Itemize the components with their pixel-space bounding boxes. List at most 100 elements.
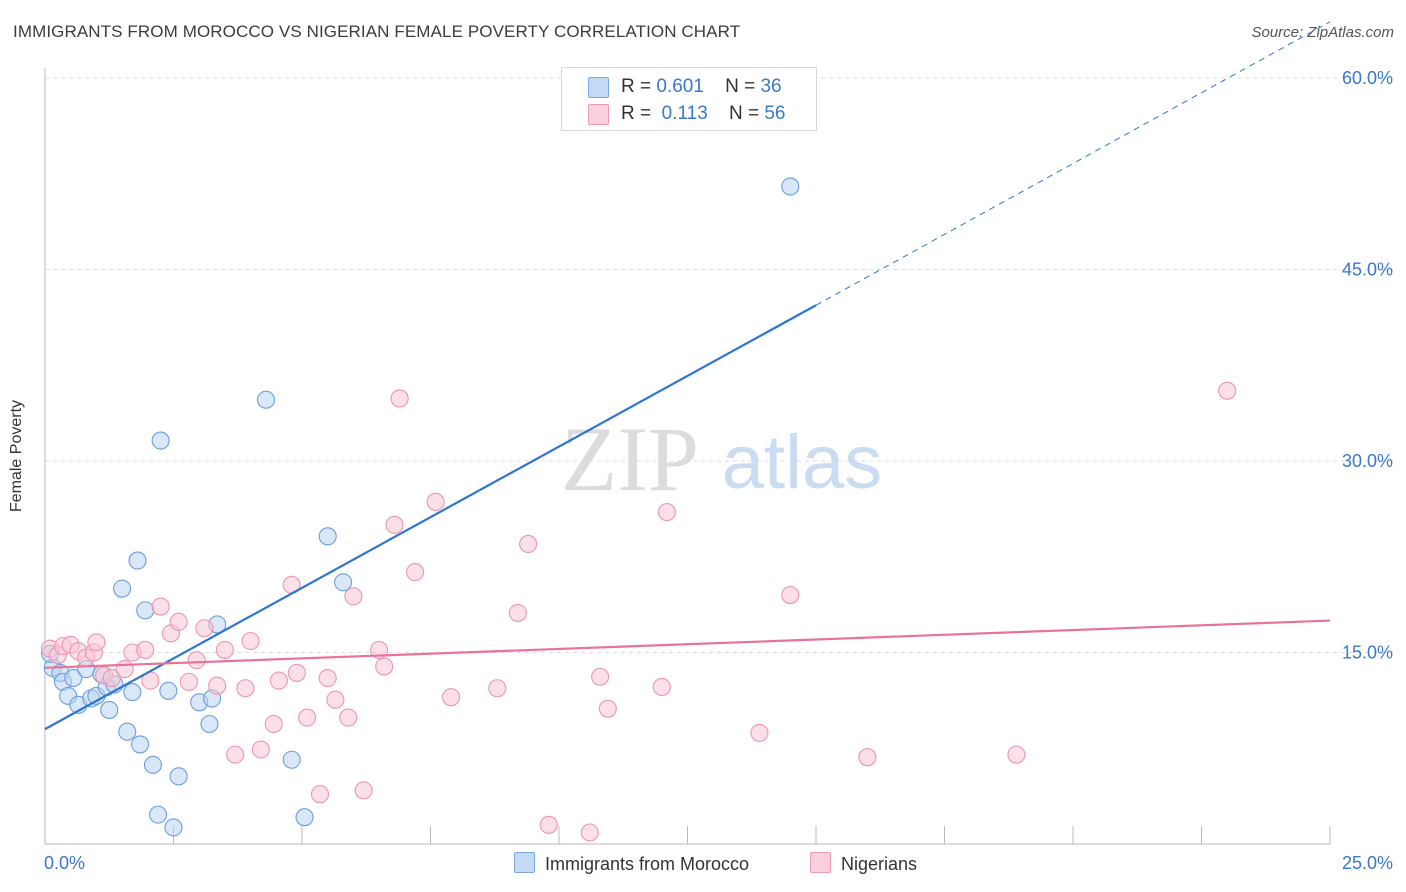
nigerian-point	[657, 503, 676, 522]
y-tick-label: 45.0%	[1342, 260, 1393, 280]
watermark: ZIP atlas	[561, 408, 882, 510]
morocco-point	[781, 177, 800, 196]
legend-r-value: 0.113	[661, 103, 708, 124]
x-tick-label-max: 25.0%	[1342, 853, 1393, 873]
nigerian-point	[215, 640, 234, 659]
morocco-point	[149, 805, 168, 824]
axes	[44, 68, 1331, 845]
grid-lines	[45, 77, 1395, 653]
nigerian-point	[406, 563, 425, 582]
nigerian-point	[1218, 381, 1237, 400]
nigerian-point	[858, 748, 877, 767]
nigerian-point	[87, 633, 106, 652]
nigerian-point	[339, 708, 358, 727]
nigerian-point	[598, 699, 617, 718]
nigerian-point	[354, 781, 373, 800]
watermark-atlas: atlas	[722, 420, 883, 505]
nigerian-point	[264, 714, 283, 734]
nigerian-point	[370, 640, 389, 659]
nigerian-point	[750, 723, 769, 742]
nigerian-point	[539, 815, 558, 834]
morocco-point	[169, 767, 188, 786]
morocco-point	[295, 808, 314, 827]
legend-n-label: N =	[725, 76, 756, 97]
nigerian-point	[236, 679, 255, 698]
nigerian-point	[195, 619, 214, 638]
nigerian-point	[151, 597, 170, 616]
nigerian-point	[344, 587, 363, 606]
morocco-point	[164, 818, 183, 837]
morocco-trend-extension	[815, 21, 1331, 306]
morocco-point	[159, 681, 178, 700]
nigerian-point	[169, 612, 188, 631]
trend-lines	[44, 21, 1331, 731]
nigerian-trend-line	[44, 619, 1331, 669]
bottom-legend-label: Nigerians	[841, 854, 918, 874]
nigerian-point	[226, 745, 245, 764]
bottom-legend-nigerians: Nigerians	[810, 852, 917, 875]
y-axis-label: Female Poverty	[8, 399, 25, 513]
nigerian-point	[179, 672, 198, 691]
nigerian-point	[310, 785, 330, 804]
morocco-point	[113, 579, 132, 598]
watermark-zip: ZIP	[561, 408, 699, 510]
nigerian-point	[326, 690, 345, 709]
legend-n-label: N =	[728, 103, 760, 124]
morocco-point	[151, 431, 170, 450]
morocco-point	[318, 527, 337, 546]
data-points	[41, 177, 1237, 842]
morocco-point	[256, 390, 276, 409]
morocco-point	[200, 714, 219, 734]
legend-r-value: 0.601	[656, 76, 704, 97]
bottom-legend-swatch-nigerians	[810, 852, 831, 873]
nigerian-point	[519, 534, 538, 554]
correlation-legend: R = 0.601 N = 36 R = 0.113 N = 56	[561, 67, 817, 131]
morocco-point	[334, 573, 353, 592]
nigerian-point	[318, 668, 337, 688]
morocco-point	[128, 551, 147, 570]
nigerian-point	[269, 671, 288, 690]
tick-labels: 15.0% 30.0% 45.0% 60.0% 0.0% 25.0%	[44, 68, 1393, 873]
nigerian-point	[442, 688, 461, 707]
nigerian-point	[136, 640, 155, 659]
nigerian-point	[287, 663, 306, 682]
legend-n-value: 56	[764, 103, 786, 124]
nigerian-point	[208, 676, 227, 695]
nigerian-point	[241, 631, 260, 651]
bottom-legend-label: Immigrants from Morocco	[545, 854, 750, 874]
nigerian-point	[781, 585, 800, 605]
nigerian-point	[1007, 745, 1026, 764]
nigerian-point	[385, 515, 404, 534]
nigerian-point	[652, 677, 671, 697]
nigerian-point	[115, 660, 134, 679]
legend-swatch-nigerians	[588, 104, 609, 125]
legend-r-label: R =	[621, 103, 652, 124]
legend-r-label: R =	[621, 76, 652, 97]
morocco-trend-line	[44, 304, 817, 731]
y-tick-label: 30.0%	[1342, 451, 1393, 471]
morocco-point	[282, 750, 301, 769]
nigerian-point	[187, 651, 206, 670]
nigerian-point	[375, 657, 394, 676]
nigerian-point	[488, 679, 507, 698]
nigerian-point	[251, 740, 270, 759]
morocco-point	[100, 700, 119, 720]
nigerian-point	[508, 603, 527, 622]
morocco-point	[64, 668, 83, 688]
nigerian-point	[591, 667, 610, 686]
y-tick-label: 15.0%	[1342, 643, 1393, 663]
morocco-point	[131, 735, 150, 754]
morocco-point	[118, 722, 137, 741]
y-tick-label: 60.0%	[1342, 68, 1393, 88]
nigerian-point	[426, 492, 445, 511]
source-credit: Source: ZipAtlas.com	[1251, 24, 1394, 41]
nigerian-point	[102, 668, 121, 688]
morocco-point	[136, 601, 155, 620]
chart-title: IMMIGRANTS FROM MOROCCO VS NIGERIAN FEMA…	[13, 22, 741, 41]
bottom-legend-swatch-morocco	[514, 852, 535, 873]
legend-n-value: 36	[760, 76, 782, 97]
morocco-point	[143, 755, 162, 774]
nigerian-point	[580, 823, 599, 842]
nigerian-point	[298, 708, 317, 727]
